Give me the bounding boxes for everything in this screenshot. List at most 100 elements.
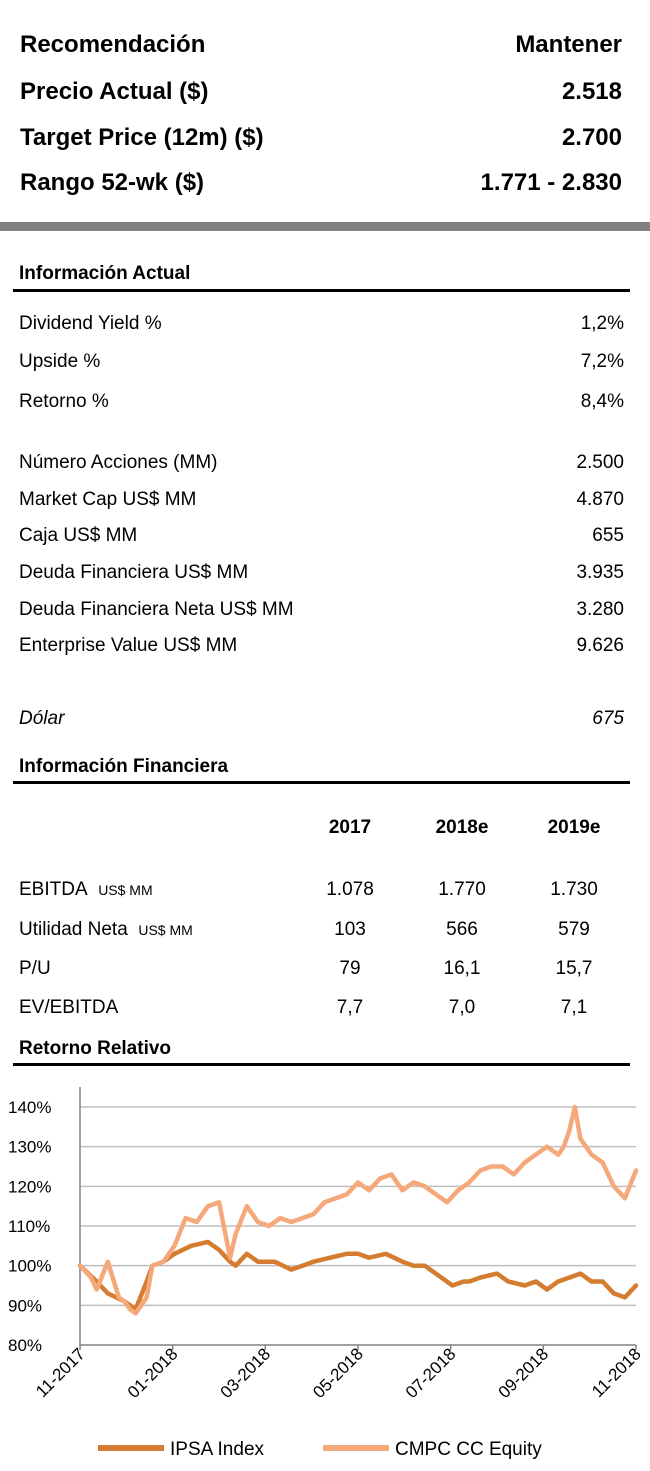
info-label: Market Cap US$ MM bbox=[19, 489, 197, 510]
info-label: Caja US$ MM bbox=[19, 525, 138, 546]
x-tick-label: 09-2018 bbox=[495, 1344, 553, 1402]
info-row: Deuda Financiera US$ MM 3.935 bbox=[19, 562, 624, 584]
info-value: 4.870 bbox=[576, 489, 624, 510]
info-label: Deuda Financiera Neta US$ MM bbox=[19, 599, 294, 620]
section-divider bbox=[0, 222, 650, 231]
info-row: Upside % 7,2% bbox=[19, 351, 624, 373]
info-label: Número Acciones (MM) bbox=[19, 452, 218, 473]
metric-unit: US$ MM bbox=[138, 922, 193, 938]
financial-value: 103 bbox=[334, 919, 366, 940]
y-tick-label: 120% bbox=[8, 1177, 51, 1196]
financial-row: EV/EBITDA 7,7 7,0 7,1 bbox=[19, 997, 630, 1021]
dolar-label: Dólar bbox=[19, 708, 65, 729]
financial-value: 7,7 bbox=[336, 997, 364, 1018]
year-header: 2019e bbox=[547, 817, 601, 838]
price-label: Precio Actual ($) bbox=[20, 78, 209, 105]
metric-unit: US$ MM bbox=[98, 882, 153, 898]
financial-label: EV/EBITDA bbox=[19, 997, 119, 1018]
financial-value: 1.078 bbox=[326, 879, 374, 900]
price-value: 2.518 bbox=[561, 78, 622, 105]
financial-value: 579 bbox=[558, 919, 590, 940]
financial-value: 1.730 bbox=[550, 879, 598, 900]
info-value: 3.280 bbox=[576, 599, 624, 620]
dolar-value: 675 bbox=[592, 708, 624, 729]
info-value: 3.935 bbox=[576, 562, 624, 583]
chart-grid bbox=[79, 1087, 637, 1350]
financial-label: Utilidad Neta US$ MM bbox=[19, 919, 193, 941]
range-row: Rango 52-wk ($) 1.771 - 2.830 bbox=[20, 169, 622, 199]
info-financiera-title: Información Financiera bbox=[19, 756, 229, 777]
financial-value: 16,1 bbox=[443, 958, 481, 979]
financial-label: P/U bbox=[19, 958, 51, 979]
x-tick-label: 03-2018 bbox=[217, 1344, 275, 1402]
x-tick-label: 11-2018 bbox=[588, 1344, 645, 1401]
info-value: 7,2% bbox=[580, 351, 624, 372]
cmpc-equity-line bbox=[77, 1104, 639, 1316]
ipsa-index-line bbox=[77, 1239, 639, 1312]
financial-value: 1.770 bbox=[438, 879, 486, 900]
info-label: Dividend Yield % bbox=[19, 313, 162, 334]
y-tick-label: 80% bbox=[8, 1336, 42, 1355]
year-header-row: 2017 2018e 2019e bbox=[19, 817, 630, 841]
y-tick-label: 90% bbox=[8, 1296, 42, 1315]
financial-row: EBITDA US$ MM 1.078 1.770 1.730 bbox=[19, 879, 630, 903]
year-header: 2018e bbox=[435, 817, 489, 838]
range-label: Rango 52-wk ($) bbox=[20, 169, 205, 196]
dolar-row: Dólar 675 bbox=[19, 708, 624, 730]
info-label: Deuda Financiera US$ MM bbox=[19, 562, 249, 583]
chart-title-rule bbox=[13, 1063, 630, 1066]
financial-value: 7,0 bbox=[448, 997, 476, 1018]
y-tick-label: 140% bbox=[8, 1098, 51, 1117]
info-label: Enterprise Value US$ MM bbox=[19, 635, 238, 656]
target-label: Target Price (12m) ($) bbox=[20, 124, 264, 151]
x-tick-label: 05-2018 bbox=[309, 1344, 367, 1402]
info-value: 9.626 bbox=[576, 635, 624, 656]
y-tick-label: 130% bbox=[8, 1138, 51, 1157]
y-tick-label: 100% bbox=[8, 1257, 51, 1276]
info-financiera-rule bbox=[13, 781, 630, 784]
recommendation-row: Recomendación Mantener bbox=[20, 31, 622, 61]
financial-value: 79 bbox=[339, 958, 361, 979]
info-row: Enterprise Value US$ MM 9.626 bbox=[19, 635, 624, 657]
info-row: Retorno % 8,4% bbox=[19, 391, 624, 413]
relative-return-chart: 80%90%100%110%120%130%140% 11-2017 01-201… bbox=[8, 1087, 645, 1460]
info-row: Market Cap US$ MM 4.870 bbox=[19, 489, 624, 511]
chart-series bbox=[77, 1104, 639, 1316]
info-value: 2.500 bbox=[576, 452, 624, 473]
financial-label: EBITDA US$ MM bbox=[19, 879, 153, 901]
info-row: Dividend Yield % 1,2% bbox=[19, 313, 624, 335]
x-tick-label: 01-2018 bbox=[124, 1344, 182, 1402]
chart-legend: IPSA Index CMPC CC Equity bbox=[98, 1439, 542, 1460]
metric-name: Utilidad Neta bbox=[19, 919, 128, 940]
year-header: 2017 bbox=[328, 817, 372, 838]
recommendation-value: Mantener bbox=[515, 31, 622, 58]
target-row: Target Price (12m) ($) 2.700 bbox=[20, 124, 622, 154]
info-actual-rule bbox=[13, 289, 630, 292]
y-tick-labels: 80% 90% 100% 110% 120% 130% 140% bbox=[8, 1098, 51, 1355]
info-row: Deuda Financiera Neta US$ MM 3.280 bbox=[19, 599, 624, 621]
legend-label: CMPC CC Equity bbox=[395, 1439, 542, 1460]
price-row: Precio Actual ($) 2.518 bbox=[20, 78, 622, 108]
info-label: Retorno % bbox=[19, 391, 109, 412]
info-row: Caja US$ MM 655 bbox=[19, 525, 624, 547]
financial-value: 7,1 bbox=[560, 997, 588, 1018]
info-label: Upside % bbox=[19, 351, 101, 372]
x-tick-label: 07-2018 bbox=[402, 1344, 460, 1402]
y-tick-label: 110% bbox=[8, 1217, 50, 1236]
range-value: 1.771 - 2.830 bbox=[480, 169, 622, 196]
info-value: 8,4% bbox=[580, 391, 624, 412]
summary-panel: Recomendación Mantener Precio Actual ($)… bbox=[0, 0, 650, 222]
financial-value: 15,7 bbox=[555, 958, 593, 979]
info-value: 655 bbox=[592, 525, 624, 546]
target-value: 2.700 bbox=[561, 124, 622, 151]
info-row: Número Acciones (MM) 2.500 bbox=[19, 452, 624, 474]
metric-name: EBITDA bbox=[19, 879, 88, 900]
info-value: 1,2% bbox=[580, 313, 624, 334]
recommendation-label: Recomendación bbox=[20, 31, 206, 58]
legend-label: IPSA Index bbox=[170, 1439, 265, 1460]
chart-title: Retorno Relativo bbox=[19, 1038, 172, 1059]
financial-row: P/U 79 16,1 15,7 bbox=[19, 958, 630, 982]
info-actual-title: Información Actual bbox=[19, 263, 191, 284]
financial-value: 566 bbox=[446, 919, 478, 940]
x-tick-labels: 11-2017 01-2018 03-2018 05-2018 07-2018 09-20… bbox=[32, 1344, 645, 1402]
